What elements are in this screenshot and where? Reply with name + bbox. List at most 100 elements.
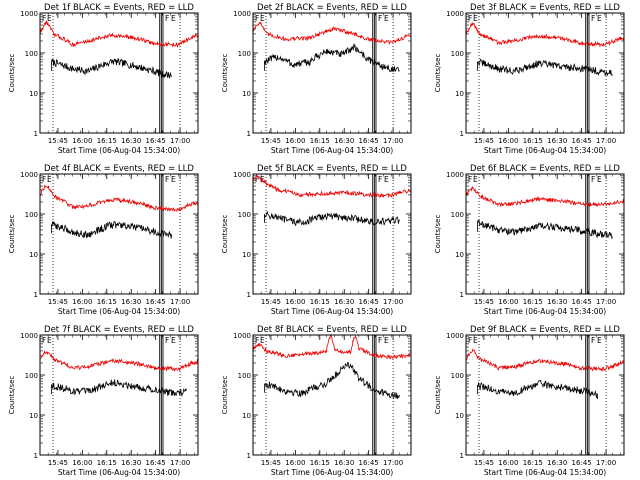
flag-label: F	[255, 14, 259, 23]
x-tick-label: 16:45	[359, 298, 379, 306]
flag-label: F	[42, 14, 46, 23]
x-tick-label: 15:45	[48, 298, 68, 306]
x-tick-label: 15:45	[261, 459, 281, 467]
plot-frame	[465, 173, 625, 295]
flag-label: F	[378, 336, 382, 345]
y-tick-label: 1	[460, 452, 464, 460]
events-series-line	[51, 220, 173, 239]
y-tick-label: 100	[25, 50, 38, 58]
y-tick-label: 1000	[20, 332, 38, 340]
y-tick-label: 10	[29, 90, 38, 98]
x-tick-label: 16:00	[498, 137, 518, 145]
x-tick-label: 16:30	[547, 298, 567, 306]
y-tick-label: 1	[247, 291, 251, 299]
x-tick-label: 16:15	[97, 137, 117, 145]
flag-label: E	[47, 14, 52, 23]
x-tick-label: 16:45	[359, 459, 379, 467]
x-tick-label: 16:00	[285, 298, 305, 306]
x-axis-label: Start Time (06-Aug-04 15:34:00)	[271, 146, 393, 155]
y-tick-label: 100	[238, 211, 251, 219]
y-tick-label: 10	[455, 251, 464, 259]
events-series-line	[477, 219, 613, 240]
y-tick-label: 1000	[20, 171, 38, 179]
panel-title: Det 1f BLACK = Events, RED = LLD	[44, 3, 194, 13]
x-tick-label: 16:45	[572, 137, 592, 145]
x-tick-label: 16:45	[146, 298, 166, 306]
x-tick-label: 16:15	[97, 298, 117, 306]
x-tick-label: 15:45	[261, 298, 281, 306]
x-tick-label: 16:15	[97, 459, 117, 467]
flag-label: E	[171, 175, 176, 184]
panel-title: Det 2f BLACK = Events, RED = LLD	[257, 3, 407, 13]
panel-title: Det 8f BLACK = Events, RED = LLD	[257, 325, 407, 335]
y-axis-label: Counts/sec	[221, 54, 229, 93]
plot-frame	[465, 12, 625, 134]
x-tick-label: 16:30	[547, 459, 567, 467]
lld-series-line	[465, 21, 625, 48]
x-tick-label: 16:15	[310, 459, 330, 467]
x-tick-label: 16:45	[572, 298, 592, 306]
plot-frame	[39, 334, 199, 456]
x-axis-label: Start Time (06-Aug-04 15:34:00)	[58, 468, 180, 477]
x-tick-label: 16:30	[121, 298, 141, 306]
x-tick-label: 16:45	[359, 137, 379, 145]
lld-series-line	[465, 348, 625, 372]
flag-label: F	[468, 175, 472, 184]
y-tick-label: 1000	[20, 10, 38, 18]
x-tick-label: 16:15	[523, 137, 543, 145]
flag-label: E	[260, 14, 265, 23]
plot-frame	[252, 173, 412, 295]
y-tick-label: 10	[242, 412, 251, 420]
x-tick-label: 16:00	[72, 137, 92, 145]
panel-title: Det 4f BLACK = Events, RED = LLD	[44, 164, 194, 174]
plot-frame	[252, 12, 412, 134]
y-tick-label: 100	[25, 372, 38, 380]
y-axis-label: Counts/sec	[221, 215, 229, 254]
lld-series-line	[252, 21, 412, 45]
flag-label: E	[171, 14, 176, 23]
flag-label: E	[473, 336, 478, 345]
events-series-line	[477, 379, 599, 400]
plot-frame	[39, 173, 199, 295]
x-tick-label: 16:00	[285, 459, 305, 467]
y-tick-label: 100	[238, 372, 251, 380]
x-tick-label: 16:30	[334, 298, 354, 306]
flag-label: E	[597, 336, 602, 345]
x-tick-label: 16:00	[498, 459, 518, 467]
y-tick-label: 1	[247, 452, 251, 460]
detector-panel: Det 4f BLACK = Events, RED = LLD Counts/s…	[8, 164, 199, 316]
flag-label: E	[597, 175, 602, 184]
y-axis-label: Counts/sec	[8, 376, 16, 415]
flag-label: F	[165, 14, 169, 23]
flag-label: E	[597, 14, 602, 23]
flag-label: F	[468, 336, 472, 345]
detector-panel: Det 8f BLACK = Events, RED = LLD Counts/s…	[221, 325, 412, 477]
flag-label: E	[171, 336, 176, 345]
flag-label: F	[165, 336, 169, 345]
flag-label: E	[47, 175, 52, 184]
x-tick-label: 17:00	[596, 137, 616, 145]
x-axis-label: Start Time (06-Aug-04 15:34:00)	[484, 146, 606, 155]
y-tick-label: 100	[238, 50, 251, 58]
panel-title: Det 3f BLACK = Events, RED = LLD	[470, 3, 620, 13]
x-tick-label: 15:45	[48, 459, 68, 467]
x-axis-label: Start Time (06-Aug-04 15:34:00)	[271, 468, 393, 477]
y-tick-label: 1	[460, 130, 464, 138]
x-tick-label: 16:30	[121, 137, 141, 145]
flag-label: F	[42, 175, 46, 184]
x-tick-label: 17:00	[383, 298, 403, 306]
y-tick-label: 100	[451, 372, 464, 380]
panel-title: Det 9f BLACK = Events, RED = LLD	[470, 325, 620, 335]
events-series-line	[51, 379, 187, 398]
detector-panel: Det 6f BLACK = Events, RED = LLD Counts/s…	[434, 164, 625, 316]
y-tick-label: 1000	[446, 10, 464, 18]
x-tick-label: 17:00	[596, 459, 616, 467]
events-series-line	[264, 361, 400, 400]
y-tick-label: 1	[34, 452, 38, 460]
y-tick-label: 10	[29, 251, 38, 259]
y-tick-label: 10	[242, 90, 251, 98]
events-series-line	[51, 57, 173, 79]
events-series-line	[264, 43, 400, 73]
flag-label: F	[468, 14, 472, 23]
